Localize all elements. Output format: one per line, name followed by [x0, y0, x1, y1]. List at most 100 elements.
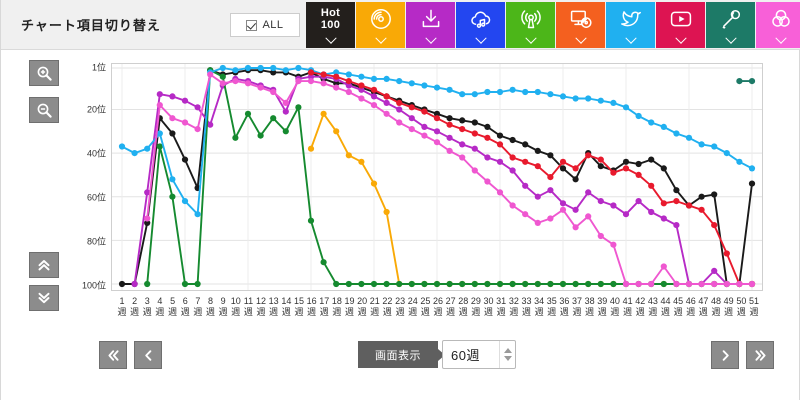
chevron-down-icon[interactable] — [656, 32, 705, 45]
x-tick-label: 16 週 — [306, 296, 317, 317]
chevron-down-icon[interactable] — [606, 32, 655, 45]
zoom-out-button[interactable] — [29, 97, 59, 123]
y-tick-label: 40位 — [86, 148, 106, 159]
chevron-down-icon[interactable] — [456, 32, 505, 45]
x-tick-label: 18 週 — [331, 296, 342, 317]
microphone-icon-wrap — [718, 6, 744, 32]
chevron-down-icon[interactable] — [556, 32, 605, 45]
x-tick-label: 46 週 — [685, 296, 696, 317]
page-title: チャート項目切り替え — [21, 18, 161, 33]
chevron-down-icon[interactable] — [706, 32, 755, 45]
category-button-10[interactable] — [756, 2, 800, 48]
monitor-disc-icon-wrap — [568, 6, 594, 32]
x-tick-label: 25 週 — [420, 296, 431, 317]
category-button-6[interactable] — [556, 2, 605, 48]
chevron-down-icon[interactable] — [306, 32, 355, 45]
x-tick-label: 44 週 — [660, 296, 671, 317]
last-page-button[interactable] — [746, 341, 774, 369]
double-chevron-left-icon — [107, 349, 119, 361]
vinyl-record-icon-wrap — [368, 6, 394, 32]
x-tick-label: 48 週 — [711, 296, 722, 317]
all-label: ALL — [262, 19, 284, 31]
x-tick-label: 40 週 — [609, 296, 620, 317]
chevron-down-icon[interactable] — [506, 32, 555, 45]
chevron-down-icon[interactable] — [756, 32, 800, 45]
chevron-left-icon — [144, 349, 151, 361]
x-tick-label: 20 週 — [357, 296, 368, 317]
category-button-5[interactable] — [506, 2, 555, 48]
x-tick-label: 49 週 — [723, 296, 734, 317]
y-axis-labels: 1位 20位 40位 60位 80位 100位 — [73, 58, 109, 296]
cloud-music-icon-wrap — [468, 6, 494, 32]
y-tick-label: 80位 — [86, 236, 106, 247]
previous-page-button[interactable] — [134, 341, 162, 369]
plot-area[interactable] — [111, 63, 763, 291]
radio-broadcast-icon-wrap — [518, 6, 544, 32]
first-page-button[interactable] — [99, 341, 127, 369]
range-stepper-arrows[interactable] — [499, 341, 515, 368]
scroll-up-button[interactable] — [29, 252, 59, 278]
twitter-bird-icon-wrap — [618, 6, 644, 32]
download-arrow-icon — [422, 9, 439, 28]
range-value[interactable]: 60週 — [451, 348, 480, 363]
x-tick-label: 47 週 — [698, 296, 709, 317]
twitter-bird-icon — [620, 11, 641, 27]
x-tick-label: 51 週 — [748, 296, 759, 317]
x-axis-labels: 1 週 2 週 3 週 4 週 5 週 6 週 7 週 8 週 9 週 10 週 11 週 12 週 13 週 14 週 15 週 16 週 1… — [111, 296, 763, 336]
range-stepper[interactable]: 60週 — [442, 340, 516, 369]
x-tick-label: 45 週 — [673, 296, 684, 317]
venn-circles-icon — [771, 9, 790, 27]
stepper-down-icon[interactable] — [503, 356, 512, 361]
x-tick-label: 21 週 — [369, 296, 380, 317]
category-button-8[interactable] — [656, 2, 705, 48]
category-button-4[interactable] — [456, 2, 505, 48]
chevron-down-icon[interactable] — [356, 32, 405, 45]
category-button-3[interactable] — [406, 2, 455, 48]
radio-broadcast-icon — [520, 10, 541, 29]
double-chevron-up-icon — [38, 260, 50, 271]
category-button-group: Hot 100 — [306, 2, 800, 48]
series-7 — [144, 71, 756, 288]
chevron-down-icon[interactable] — [406, 32, 455, 45]
series-4 — [144, 67, 756, 288]
scroll-down-button[interactable] — [29, 285, 59, 311]
venn-circles-icon-wrap — [768, 6, 794, 32]
hot100-label: Hot 100 — [320, 7, 341, 31]
microphone-icon — [721, 9, 740, 29]
x-tick-label: 13 週 — [268, 296, 279, 317]
category-button-2[interactable] — [356, 2, 405, 48]
double-chevron-right-icon — [754, 349, 766, 361]
x-tick-label: 19 週 — [344, 296, 355, 317]
category-button-9[interactable] — [706, 2, 755, 48]
header-bar: チャート項目切り替え ALL Hot 100 — [1, 0, 800, 50]
x-tick-label: 14 週 — [281, 296, 292, 317]
x-tick-label: 23 週 — [395, 296, 406, 317]
all-toggle[interactable]: ALL — [230, 13, 300, 37]
x-tick-label: 28 週 — [458, 296, 469, 317]
x-tick-label: 37 週 — [572, 296, 583, 317]
x-tick-label: 29 週 — [470, 296, 481, 317]
series-5 — [118, 64, 756, 218]
next-page-button[interactable] — [711, 341, 739, 369]
stepper-up-icon[interactable] — [503, 348, 512, 353]
category-button-1[interactable]: Hot 100 — [306, 2, 355, 48]
x-tick-label: 27 週 — [445, 296, 456, 317]
series-3 — [131, 73, 756, 288]
x-tick-label: 33 週 — [521, 296, 532, 317]
zoom-in-button[interactable] — [29, 60, 59, 86]
x-tick-label: 50 週 — [736, 296, 747, 317]
x-tick-label: 34 週 — [534, 296, 545, 317]
x-tick-label: 38 週 — [584, 296, 595, 317]
y-tick-label: 1位 — [91, 62, 106, 73]
all-checkbox[interactable] — [246, 19, 258, 31]
youtube-play-icon-wrap — [668, 6, 694, 32]
category-button-7[interactable] — [606, 2, 655, 48]
